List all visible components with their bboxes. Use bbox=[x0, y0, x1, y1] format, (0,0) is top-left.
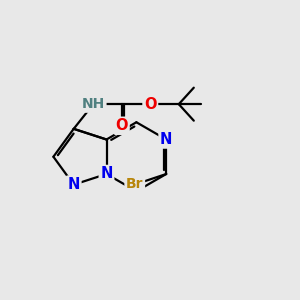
Text: N: N bbox=[100, 167, 113, 182]
Text: NH: NH bbox=[82, 97, 105, 111]
Text: N: N bbox=[68, 177, 80, 192]
Text: O: O bbox=[116, 118, 128, 133]
Text: Br: Br bbox=[126, 178, 143, 191]
Text: O: O bbox=[144, 97, 157, 112]
Text: N: N bbox=[160, 132, 172, 147]
